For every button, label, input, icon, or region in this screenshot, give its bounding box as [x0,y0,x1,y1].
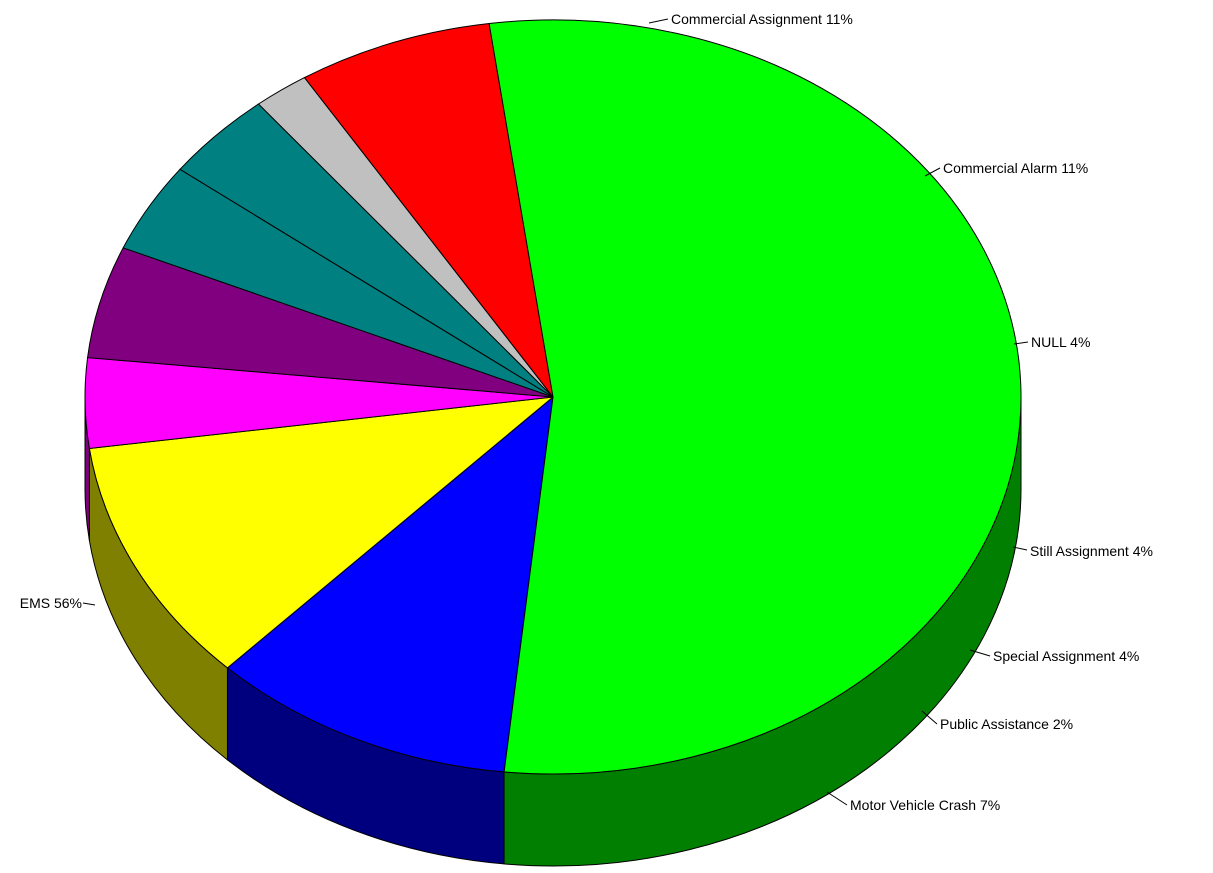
leader-line-still-assignment-4 [1012,546,1028,551]
leader-line-ems-56 [82,602,96,606]
slice-label-motor-vehicle-crash-7: Motor Vehicle Crash 7% [850,797,1000,813]
slice-label-ems-56: EMS 56% [20,595,82,611]
slice-label-public-assistance-2: Public Assistance 2% [940,716,1073,732]
slice-label-commercial-assignment-11: Commercial Assignment 11% [671,11,853,27]
leader-line-special-assignment-4 [969,649,991,657]
pie-labels: Commercial Assignment 11% Commercial Alar… [20,11,1153,813]
leader-line-null-4 [1013,341,1029,345]
leader-line-commercial-assignment-11 [648,18,669,24]
pie-slice-commercial-alarm-11 [88,396,555,669]
slice-label-still-assignment-4: Still Assignment 4% [1030,543,1153,559]
slice-label-commercial-alarm-11: Commercial Alarm 11% [943,160,1088,176]
leader-line-public-assistance-2 [921,710,938,725]
pie-slice-ems-56 [488,19,1022,775]
pie-slice-motor-vehicle-crash-7 [303,22,554,398]
pie-slices [84,19,1022,775]
slice-label-null-4: NULL 4% [1031,334,1090,350]
leader-line-commercial-alarm-11 [924,167,941,177]
leader-line-motor-vehicle-crash-7 [826,791,848,806]
pie-slice-commercial-assignment-11 [226,395,554,773]
slice-label-special-assignment-4: Special Assignment 4% [993,648,1139,664]
